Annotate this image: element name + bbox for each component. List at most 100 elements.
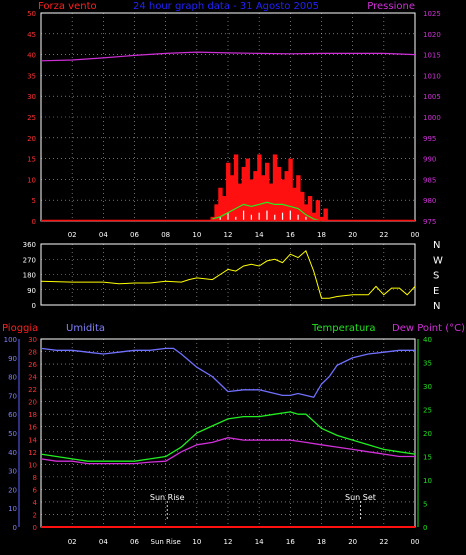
- humidity-tick-label: 60: [8, 411, 17, 419]
- direction-tick-label: 0: [32, 302, 36, 310]
- wind-gust-bar: [257, 154, 262, 221]
- wind-gust-bar: [222, 196, 227, 221]
- rain-tick-label: 12: [28, 449, 37, 457]
- humidity-axis-title: Umidita: [66, 323, 105, 334]
- chart-title: 24 hour graph data - 31 Agosto 2005: [133, 1, 319, 12]
- wind-tick-label: 15: [27, 156, 36, 164]
- rain-tick-label: 28: [28, 349, 37, 357]
- temperature-tick-label: 30: [423, 383, 432, 391]
- time-tick-label: 22: [379, 231, 388, 239]
- time-tick-label: Sun Rise: [151, 538, 181, 546]
- humidity-tick-label: 20: [8, 486, 17, 494]
- pressure-tick-label: 1025: [423, 10, 441, 18]
- time-tick-label: 16: [286, 231, 295, 239]
- time-tick-label: 08: [161, 231, 170, 239]
- time-tick-label: 00: [411, 231, 420, 239]
- time-tick-label: 22: [379, 538, 388, 546]
- temperature-line: [40, 411, 416, 462]
- wind-gust-bar: [323, 208, 328, 221]
- rain-tick-label: 0: [33, 524, 37, 532]
- time-tick-label: 02: [68, 538, 77, 546]
- rain-axis-title: Pioggia: [2, 323, 38, 334]
- direction-tick-label: 90: [27, 287, 36, 295]
- time-tick-label: 20: [348, 538, 357, 546]
- wind-gust-bar: [229, 175, 235, 221]
- wind-tick-label: 30: [27, 93, 36, 101]
- temperature-tick-label: 40: [423, 336, 432, 344]
- wind-tick-label: 5: [32, 197, 36, 205]
- time-tick-label: 14: [255, 538, 264, 546]
- pressure-tick-label: 1020: [423, 31, 441, 39]
- pressure-tick-label: 1000: [423, 114, 441, 122]
- temperature-tick-label: 0: [423, 524, 427, 532]
- rain-tick-label: 14: [28, 436, 37, 444]
- temperature-tick-label: 10: [423, 477, 432, 485]
- rain-tick-label: 4: [33, 499, 38, 507]
- wind-gust-bar: [233, 154, 239, 221]
- humidity-temperature-panel: 0102030405060708090100024681012141618202…: [4, 336, 432, 546]
- direction-tick-label: 270: [23, 256, 36, 264]
- wind-gust-bar: [272, 154, 278, 221]
- wind-gust-bar: [249, 179, 254, 221]
- direction-tick-label: 360: [23, 241, 36, 249]
- wind-gust-bar: [226, 162, 231, 221]
- rain-tick-label: 26: [28, 361, 37, 369]
- pressure-tick-label: 990: [423, 156, 436, 164]
- humidity-tick-label: 50: [8, 430, 17, 438]
- wind-gust-bar: [253, 171, 258, 221]
- time-tick-label: 06: [130, 538, 139, 546]
- temperature-tick-label: 35: [423, 360, 432, 368]
- time-tick-label: 04: [99, 538, 108, 546]
- time-tick-label: 10: [192, 231, 201, 239]
- humidity-tick-label: 90: [8, 355, 17, 363]
- wind-tick-label: 0: [32, 218, 36, 226]
- time-tick-label: 20: [348, 231, 357, 239]
- compass-label: N: [433, 240, 440, 251]
- time-tick-label: 18: [317, 538, 326, 546]
- sun-event-label: Sun Rise: [150, 493, 185, 502]
- rain-tick-label: 6: [33, 486, 38, 494]
- dewpoint-axis-title: Dew Point (°C): [392, 323, 465, 334]
- pressure-tick-label: 975: [423, 218, 436, 226]
- wind-gust-bar: [315, 200, 321, 221]
- compass-label: N: [433, 301, 440, 312]
- time-tick-label: 02: [68, 231, 77, 239]
- direction-tick-label: 180: [23, 272, 36, 280]
- wind-gust-bar: [268, 183, 274, 221]
- time-tick-label: 12: [224, 538, 233, 546]
- time-tick-label: 12: [224, 231, 233, 239]
- wind-axis-title: Forza vento: [38, 1, 97, 12]
- wind-gust-bar: [319, 216, 324, 221]
- wind-gust-bar: [280, 179, 285, 221]
- humidity-tick-label: 40: [8, 449, 17, 457]
- wind-gust-bar: [245, 158, 250, 221]
- temperature-tick-label: 15: [423, 454, 432, 462]
- humidity-tick-label: 100: [4, 336, 17, 344]
- pressure-axis-title: Pressione: [367, 1, 415, 12]
- wind-average-line: [212, 201, 322, 222]
- rain-tick-label: 24: [28, 374, 37, 382]
- time-tick-label: 14: [255, 231, 264, 239]
- wind-gust-bar: [303, 204, 309, 221]
- time-tick-label: 06: [130, 231, 139, 239]
- temperature-tick-label: 5: [423, 501, 427, 509]
- rain-tick-label: 22: [28, 386, 37, 394]
- wind-tick-label: 35: [27, 72, 36, 80]
- rain-tick-label: 8: [33, 474, 37, 482]
- wind-tick-label: 25: [27, 114, 36, 122]
- wind-tick-label: 20: [27, 135, 36, 143]
- wind-tick-label: 50: [27, 10, 36, 18]
- time-tick-label: 10: [192, 538, 201, 546]
- time-tick-label: 16: [286, 538, 295, 546]
- wind-gust-bar: [214, 204, 219, 221]
- rain-tick-label: 18: [28, 411, 37, 419]
- pressure-tick-label: 995: [423, 135, 436, 143]
- wind-direction-line: [40, 249, 416, 299]
- wind-gust-bar: [307, 196, 313, 221]
- wind-gust-bar: [265, 162, 270, 221]
- rain-tick-label: 20: [28, 399, 37, 407]
- pressure-tick-label: 1005: [423, 93, 441, 101]
- wind-gust-bar: [276, 166, 282, 221]
- wind-gust-bar: [292, 187, 297, 221]
- temperature-tick-label: 20: [423, 430, 432, 438]
